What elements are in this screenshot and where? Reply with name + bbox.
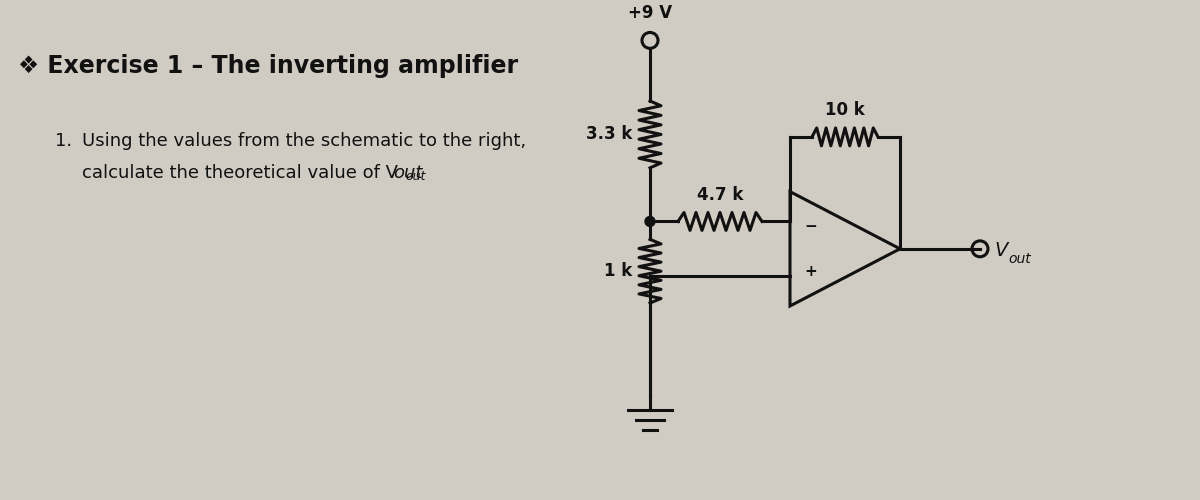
Text: 4.7 k: 4.7 k: [697, 186, 743, 204]
Text: 1 k: 1 k: [604, 262, 632, 280]
Circle shape: [646, 216, 655, 226]
Text: calculate the theoretical value of V: calculate the theoretical value of V: [82, 164, 398, 182]
Text: +9 V: +9 V: [628, 4, 672, 22]
Text: Using the values from the schematic to the right,: Using the values from the schematic to t…: [82, 132, 526, 150]
Text: −: −: [804, 219, 817, 234]
Text: 10 k: 10 k: [826, 101, 865, 119]
Text: 1.: 1.: [55, 132, 72, 150]
Text: ❖ Exercise 1 – The inverting amplifier: ❖ Exercise 1 – The inverting amplifier: [18, 54, 518, 78]
Text: out: out: [1008, 252, 1031, 266]
Text: +: +: [804, 264, 817, 278]
Text: 3.3 k: 3.3 k: [586, 126, 632, 144]
Text: out: out: [406, 170, 425, 182]
Text: V: V: [994, 242, 1007, 260]
Text: out: out: [394, 164, 422, 182]
